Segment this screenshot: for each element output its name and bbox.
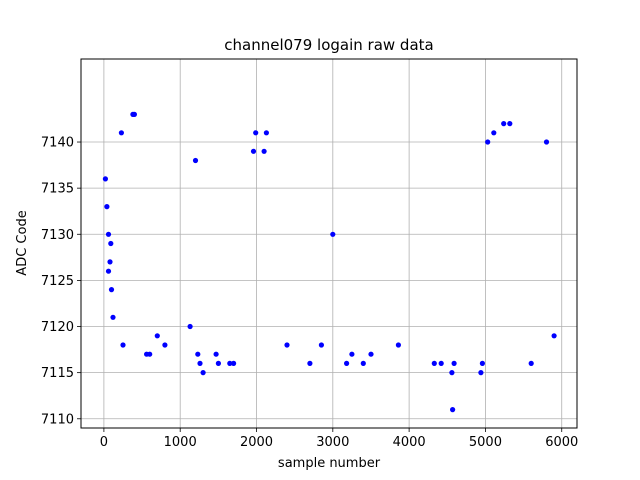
data-point [200,370,206,376]
data-point [438,360,444,366]
data-point [507,121,513,127]
data-point [108,240,114,247]
data-point [449,370,455,376]
data-point [105,268,112,274]
data-point [107,259,113,265]
data-point [118,130,124,136]
data-point [227,360,233,366]
data-point [543,139,550,145]
data-point [154,333,160,339]
data-point [451,360,457,366]
x-tick-label: 2000 [240,435,273,450]
data-point [120,342,126,348]
y-axis-title: ADC Code [15,210,30,275]
plot-frame [80,58,578,429]
data-point [261,148,267,154]
x-tick-label: 5000 [469,435,502,450]
x-tick-label: 0 [100,435,108,450]
data-point [197,360,203,366]
x-tick-label: 3000 [316,435,349,450]
chart-title: channel079 logain raw data [224,36,433,54]
data-point [431,360,437,366]
y-tick-label: 7115 [41,366,74,381]
y-tick-label: 7140 [41,136,74,151]
data-point [551,333,557,339]
x-axis-title: sample number [278,456,381,471]
data-point [284,342,290,348]
grid-lines [81,59,577,428]
data-point [104,204,110,210]
data-point [318,342,324,348]
data-point [253,130,259,136]
data-point [192,157,199,164]
data-point [360,360,366,366]
y-tick-label: 7125 [41,274,74,289]
data-point [187,323,193,330]
data-point [147,351,153,357]
x-tick-label: 4000 [393,435,426,450]
data-point [162,342,168,348]
axis-ticks: 0 1000 2000 3000 4000 5000 6000 7110 7115 7120 712… [41,136,578,450]
data-point [528,360,534,366]
data-point [330,231,336,237]
data-point [105,231,112,237]
data-point [213,351,219,357]
data-point [349,351,355,357]
data-point [501,121,507,127]
data-point [395,342,401,348]
data-point [307,360,313,366]
x-tick-label: 1000 [164,435,197,450]
y-tick-label: 7130 [41,228,74,243]
data-point [131,111,137,117]
x-tick-label: 6000 [545,435,578,450]
data-point [450,407,456,413]
data-point [231,360,237,366]
data-point [108,287,115,293]
data-point [368,351,374,357]
data-point [250,148,257,154]
data-point [110,314,116,320]
y-tick-label: 7110 [41,412,74,427]
data-point [195,351,201,357]
data-point [478,370,484,376]
data-point [215,360,221,366]
y-tick-label: 7120 [41,320,74,335]
data-point [485,139,491,145]
data-point [263,130,269,136]
data-point [344,360,350,366]
y-tick-label: 7135 [41,182,74,197]
data-point [102,176,108,182]
data-point [479,360,485,366]
data-point [491,130,497,136]
data-points [102,111,557,413]
